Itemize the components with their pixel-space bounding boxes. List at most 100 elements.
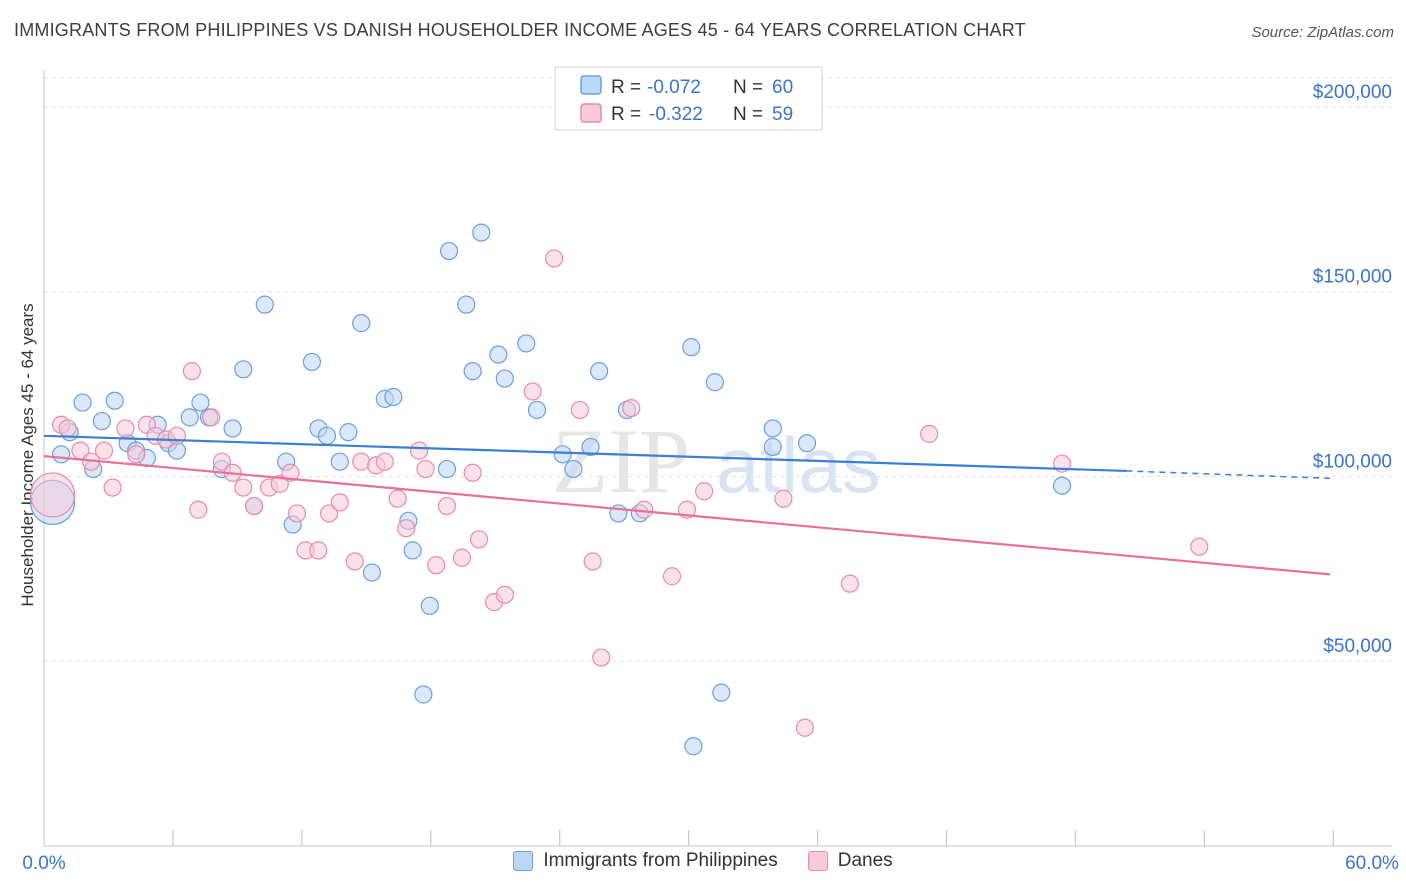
legend-swatch-blue — [580, 75, 602, 95]
legend-item-danes: Danes — [807, 850, 893, 872]
point-philippines — [234, 360, 253, 379]
point-danes — [795, 718, 814, 737]
point-danes — [189, 500, 208, 519]
point-philippines — [384, 387, 403, 407]
point-philippines — [590, 362, 609, 381]
watermark-atlas: atlas — [716, 421, 881, 509]
point-danes — [416, 459, 435, 479]
point-philippines — [92, 411, 111, 431]
point-philippines — [797, 434, 817, 453]
trend-line-danes — [43, 455, 1331, 576]
point-philippines — [712, 683, 731, 702]
point-philippines — [339, 423, 358, 442]
point-danes — [545, 249, 564, 268]
point-danes — [167, 426, 186, 445]
legend-n-label-2: N = — [733, 104, 763, 125]
point-philippines — [684, 737, 703, 756]
point-philippines — [439, 241, 459, 261]
point-philippines — [517, 334, 536, 353]
point-philippines — [489, 345, 508, 364]
point-philippines — [553, 445, 572, 464]
point-danes — [319, 504, 339, 523]
legend-r-value-1: -0.072 — [647, 77, 701, 98]
point-philippines — [317, 426, 337, 445]
point-danes — [270, 474, 289, 493]
legend-label-philippines: Immigrants from Philippines — [543, 850, 778, 871]
correlation-legend: R = -0.072 N = 60 R = -0.322 N = 59 — [554, 66, 823, 131]
x-ticks — [172, 830, 1334, 846]
trend-line-philippines — [43, 434, 1127, 473]
point-danes — [662, 567, 682, 586]
point-danes — [495, 585, 514, 604]
point-danes — [1190, 537, 1209, 556]
point-philippines — [362, 563, 382, 582]
point-philippines — [437, 459, 457, 479]
point-danes — [127, 445, 146, 464]
point-philippines — [527, 400, 547, 420]
chart-title: IMMIGRANTS FROM PHILIPPINES VS DANISH HO… — [14, 20, 1026, 40]
legend-swatch-pink — [580, 103, 602, 123]
point-philippines — [1052, 476, 1072, 495]
point-philippines — [463, 362, 482, 381]
x-tick-label-min: 0.0% — [22, 853, 65, 874]
point-danes — [469, 530, 489, 549]
point-philippines — [403, 541, 422, 560]
point-philippines — [705, 373, 724, 392]
point-philippines — [191, 393, 210, 412]
point-philippines — [581, 437, 600, 457]
point-philippines — [330, 452, 349, 471]
point-philippines — [223, 419, 242, 438]
legend-r-label-2: R = — [611, 104, 641, 125]
point-danes — [774, 489, 793, 508]
point-danes — [622, 399, 641, 418]
trend-line-philippines-extension — [1126, 470, 1331, 480]
legend-r-value-2: -0.322 — [649, 104, 703, 125]
point-philippines — [472, 223, 491, 242]
point-philippines — [302, 352, 322, 372]
point-danes — [695, 482, 714, 501]
y-tick-label: $150,000 — [1313, 267, 1392, 288]
point-philippines — [682, 338, 701, 357]
point-danes — [58, 419, 77, 438]
point-danes — [409, 441, 429, 460]
point-danes — [103, 478, 122, 497]
point-danes — [116, 419, 135, 438]
point-danes — [437, 496, 457, 516]
point-danes — [94, 441, 114, 460]
y-tick-labels: $50,000 $100,000 $150,000 $200,000 — [1313, 82, 1392, 657]
point-danes — [375, 452, 394, 471]
point-danes — [592, 648, 611, 667]
point-danes — [212, 452, 231, 471]
point-philippines — [495, 369, 514, 388]
point-philippines — [105, 391, 124, 410]
point-danes — [397, 519, 416, 538]
legend-swatch-philippines — [513, 851, 534, 871]
legend-n-value-2: 59 — [772, 104, 793, 125]
x-tick-label-max: 60.0% — [1345, 853, 1399, 874]
point-philippines — [414, 685, 433, 704]
point-philippines — [352, 314, 371, 333]
point-philippines — [420, 596, 439, 615]
point-danes — [523, 382, 542, 401]
point-danes — [352, 452, 371, 471]
point-danes — [463, 463, 482, 482]
point-danes — [570, 400, 589, 420]
source-label: Source: ZipAtlas.com — [1251, 24, 1394, 41]
y-tick-label: $100,000 — [1313, 451, 1392, 472]
legend-r-label-1: R = — [611, 77, 641, 98]
y-axis-title: Householder Income Ages 45 - 64 years — [18, 303, 37, 606]
y-tick-label: $200,000 — [1313, 82, 1392, 103]
point-danes — [920, 424, 939, 444]
legend-n-label-1: N = — [733, 77, 763, 98]
point-danes — [330, 493, 349, 512]
point-philippines — [180, 408, 199, 427]
point-danes — [452, 548, 472, 567]
legend-label-danes: Danes — [837, 850, 893, 871]
point-philippines — [763, 419, 782, 438]
legend-item-philippines: Immigrants from Philippines — [513, 850, 778, 872]
point-danes — [244, 496, 264, 516]
point-danes — [388, 489, 407, 508]
trend-lines — [43, 434, 1331, 576]
point-danes — [202, 408, 221, 427]
point-danes — [309, 541, 328, 560]
